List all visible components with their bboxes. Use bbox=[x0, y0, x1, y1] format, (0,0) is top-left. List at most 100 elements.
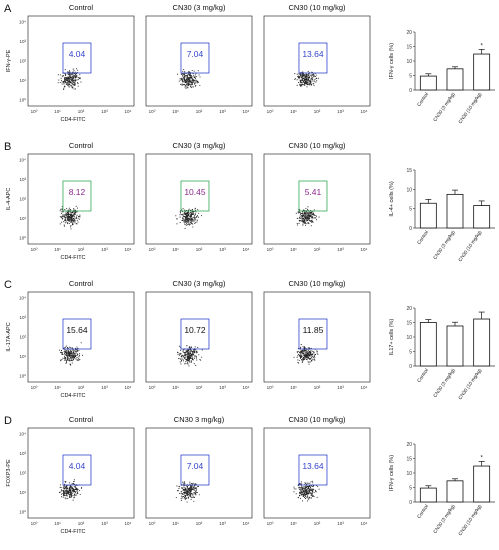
plot-title: Control bbox=[69, 279, 94, 288]
flow-plot: CN30 (3 mg/kg) 10⁰ 10¹ 10² 10³ 10⁴ 7.04 bbox=[145, 3, 253, 114]
event-dot bbox=[189, 347, 192, 349]
event-dot bbox=[66, 359, 68, 361]
event-dot bbox=[194, 346, 196, 348]
event-dot bbox=[306, 216, 308, 218]
y-tick-label: 10² bbox=[19, 335, 26, 340]
event-dot bbox=[303, 79, 305, 82]
event-dot bbox=[74, 88, 76, 90]
event-dot bbox=[76, 350, 78, 352]
plot-title: CN30 (10 mg/kg) bbox=[288, 3, 346, 12]
event-dot bbox=[189, 483, 191, 485]
event-dot bbox=[69, 350, 71, 352]
x-tick-label: 10³ bbox=[337, 247, 344, 252]
event-dot bbox=[193, 500, 195, 502]
plot-frame bbox=[263, 427, 371, 519]
event-dot bbox=[69, 355, 71, 357]
event-dot bbox=[315, 74, 317, 76]
x-tick-label: 10³ bbox=[337, 521, 344, 526]
event-dot bbox=[302, 355, 304, 357]
event-dot bbox=[186, 497, 188, 499]
flow-plot: Control 10⁰ 10⁰ 10¹ 10¹ 10² 10² 10³ 10³ 10⁴ 10⁴ 15.… bbox=[6, 279, 135, 399]
event-dot bbox=[68, 84, 70, 86]
event-dot bbox=[312, 356, 314, 358]
event-dot bbox=[189, 361, 191, 363]
event-dot bbox=[181, 84, 183, 86]
event-dot bbox=[65, 357, 67, 360]
event-dot bbox=[184, 489, 186, 492]
event-dot bbox=[70, 491, 72, 494]
event-dot bbox=[309, 84, 311, 86]
event-dot bbox=[70, 85, 72, 87]
event-dot bbox=[299, 351, 302, 353]
event-dot bbox=[312, 354, 314, 356]
event-dot bbox=[183, 486, 185, 488]
event-dot bbox=[298, 75, 300, 77]
gate-percentage: 13.64 bbox=[302, 461, 324, 471]
event-dot bbox=[299, 491, 301, 493]
event-dot bbox=[187, 489, 189, 491]
x-tick-label: 10⁴ bbox=[125, 521, 132, 526]
event-dot bbox=[189, 494, 191, 496]
event-dot bbox=[78, 216, 80, 218]
event-dot bbox=[300, 83, 302, 86]
event-dot bbox=[298, 359, 300, 361]
event-dot bbox=[70, 209, 72, 211]
event-dot bbox=[298, 351, 301, 354]
event-dot bbox=[60, 486, 62, 489]
event-dot bbox=[179, 221, 181, 224]
event-dot bbox=[306, 75, 308, 78]
plot-frame bbox=[27, 427, 135, 519]
x-tick-label: 10⁰ bbox=[267, 385, 274, 390]
event-dot bbox=[308, 358, 310, 360]
event-dot bbox=[183, 77, 185, 79]
event-dot bbox=[315, 219, 318, 221]
event-dot bbox=[179, 358, 182, 360]
event-dot bbox=[62, 214, 64, 217]
event-dot bbox=[180, 79, 182, 81]
event-dot bbox=[69, 76, 72, 78]
event-dot bbox=[68, 487, 71, 489]
event-dot bbox=[189, 223, 191, 225]
event-dot bbox=[75, 352, 77, 354]
event-dot bbox=[71, 80, 73, 82]
event-dot bbox=[187, 493, 189, 495]
event-dot bbox=[188, 221, 190, 223]
event-dot bbox=[304, 221, 306, 223]
event-dot bbox=[192, 493, 194, 495]
event-dot bbox=[311, 213, 313, 215]
event-dot bbox=[61, 81, 63, 83]
event-dot bbox=[70, 221, 72, 224]
event-dot bbox=[307, 213, 309, 216]
event-dot bbox=[197, 216, 200, 218]
event-dot bbox=[189, 79, 191, 81]
event-dot bbox=[298, 217, 300, 219]
event-dot bbox=[301, 485, 303, 487]
event-dot bbox=[191, 70, 193, 72]
event-dot bbox=[313, 212, 315, 214]
event-dot bbox=[182, 215, 184, 217]
event-dot bbox=[74, 222, 76, 224]
event-dot bbox=[296, 223, 298, 225]
event-dot bbox=[196, 80, 198, 82]
event-dot bbox=[184, 209, 186, 211]
event-dot bbox=[189, 488, 191, 490]
event-dot bbox=[190, 209, 192, 211]
event-dot bbox=[306, 212, 308, 214]
x-tick-label: 10¹ bbox=[290, 247, 297, 252]
event-dot bbox=[188, 365, 190, 367]
event-dot bbox=[68, 350, 70, 352]
x-tick-label: 10³ bbox=[337, 109, 344, 114]
event-dot bbox=[302, 356, 304, 358]
event-dot bbox=[186, 356, 188, 358]
event-dot bbox=[311, 217, 313, 219]
event-dot bbox=[68, 493, 71, 495]
event-dot bbox=[74, 82, 76, 84]
event-dot bbox=[306, 214, 308, 216]
event-dot bbox=[193, 486, 195, 488]
event-dot bbox=[68, 357, 70, 359]
event-dot bbox=[61, 76, 63, 78]
bar-y-axis-label: IL17+ cells (%) bbox=[389, 319, 395, 356]
x-tick-label: 10⁰ bbox=[31, 521, 38, 526]
event-dot bbox=[188, 73, 190, 75]
event-dot bbox=[307, 357, 309, 359]
